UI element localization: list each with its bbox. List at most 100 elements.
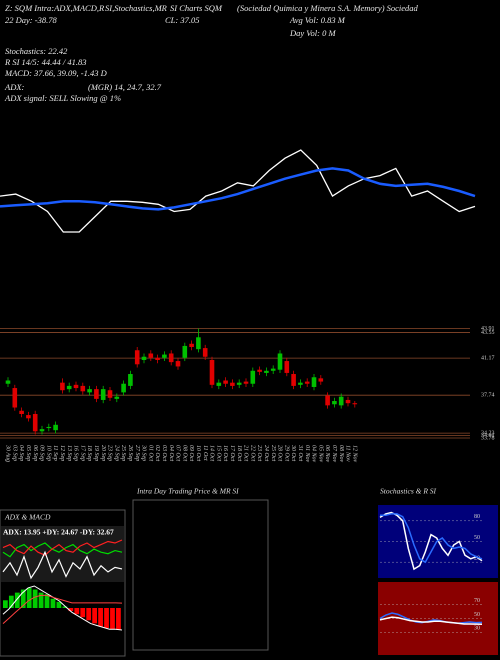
- x-tick-label: 20 Sep: [100, 445, 106, 461]
- series-line: [380, 513, 483, 564]
- series-line: [2, 542, 123, 558]
- candle-body: [32, 413, 38, 432]
- histogram-bar: [74, 608, 80, 615]
- candle-body: [73, 384, 79, 389]
- candle-body: [94, 389, 99, 399]
- x-tick-label: 26 Sep: [127, 445, 133, 461]
- histogram-bar: [116, 608, 121, 630]
- candle-body: [134, 350, 140, 365]
- y-tick-label: 70: [474, 598, 480, 604]
- x-tick-label: 06 Nov: [324, 445, 330, 463]
- header-text: SI Charts SQM: [170, 3, 223, 13]
- candle-body: [168, 353, 174, 363]
- series-line: [379, 612, 483, 625]
- candle-body: [216, 382, 222, 386]
- histogram-bar: [110, 608, 115, 630]
- candle-body: [128, 374, 133, 386]
- panel-title: Stochastics & R SI: [380, 487, 437, 496]
- candle-body: [121, 383, 126, 393]
- x-tick-label: 13 Sep: [66, 445, 72, 461]
- y-tick-label: 50: [474, 535, 480, 541]
- x-tick-label: 12 Sep: [59, 445, 65, 461]
- candle-body: [257, 369, 262, 372]
- histogram-bar: [80, 608, 86, 618]
- x-tick-label: 21 Oct: [243, 445, 249, 461]
- histogram-bar: [98, 608, 103, 627]
- header-text: Stochastics: 22.42: [5, 46, 68, 56]
- candle-body: [209, 359, 215, 385]
- x-tick-label: 11 Oct: [202, 445, 208, 461]
- x-tick-label: 30 Sep: [141, 444, 147, 461]
- candle-body: [196, 337, 201, 350]
- candle-body: [19, 410, 24, 414]
- candle-body: [264, 370, 269, 373]
- x-tick-label: 22 Oct: [249, 445, 255, 461]
- header-text: 22 Day: -38.78: [5, 15, 57, 25]
- x-tick-label: 25 Oct: [270, 445, 276, 461]
- histogram-bar: [68, 608, 74, 612]
- histogram-bar: [14, 592, 20, 608]
- header-text: (MGR) 14, 24.7, 32.7: [88, 82, 162, 92]
- x-tick-label: 24 Sep: [113, 445, 120, 461]
- x-tick-label: 09 Oct: [188, 445, 194, 461]
- adx-area: [1, 526, 124, 582]
- header-text: ADX:: [4, 82, 25, 92]
- x-tick-label: 02 Oct: [154, 445, 160, 461]
- x-tick-label: 18 Sep: [86, 445, 92, 461]
- candle-body: [250, 370, 256, 384]
- candle-body: [26, 415, 31, 419]
- x-tick-label: 23 Sep: [107, 445, 113, 461]
- series-line: [2, 550, 123, 580]
- panel-title: Intra Day Trading Price & MR SI: [136, 487, 239, 496]
- x-tick-label: 01 Oct: [147, 445, 153, 461]
- candle-body: [236, 382, 242, 385]
- candle-body: [114, 396, 120, 399]
- x-tick-label: 31 Oct: [297, 444, 303, 461]
- x-tick-label: 10 Sep: [45, 445, 51, 461]
- x-tick-label: 28 Oct: [277, 445, 283, 461]
- candle-body: [352, 403, 358, 405]
- candle-body: [270, 368, 276, 371]
- header-text: R SI 14/5: 44.44 / 41.83: [4, 57, 86, 67]
- candle-body: [141, 356, 147, 360]
- candle-body: [318, 378, 324, 382]
- x-tick-label: 17 Oct: [229, 445, 235, 461]
- x-tick-label: 18 Oct: [236, 445, 242, 461]
- x-tick-label: 29 Oct: [283, 445, 289, 461]
- x-tick-label: 12 Nov: [351, 445, 357, 463]
- histogram-bar: [3, 600, 8, 608]
- x-tick-label: 30 Oct: [290, 444, 296, 461]
- x-tick-label: 04 Oct: [168, 445, 175, 461]
- x-tick-label: 15 Oct: [215, 445, 221, 461]
- candle-body: [291, 374, 296, 386]
- x-tick-label: 08 Nov: [338, 445, 344, 463]
- x-tick-label: 16 Oct: [222, 445, 228, 461]
- header-text: CL: 37.05: [165, 15, 199, 25]
- candle-body: [12, 388, 18, 408]
- y-tick-label: 30: [474, 626, 480, 632]
- x-tick-label: 03 Oct: [161, 445, 167, 461]
- x-tick-label: 30 Aug: [5, 444, 11, 462]
- candle-body: [107, 390, 113, 398]
- y-tick-label: 34.23: [481, 430, 495, 436]
- histogram-bar: [62, 606, 68, 608]
- candle-body: [5, 380, 11, 384]
- x-tick-label: 11 Sep: [52, 445, 58, 461]
- candle-body: [60, 382, 65, 391]
- x-tick-label: 04 Nov: [311, 445, 318, 463]
- x-tick-label: 17 Sep: [79, 445, 85, 461]
- candle-body: [243, 381, 249, 384]
- candle-body: [100, 389, 106, 400]
- candle-body: [155, 357, 160, 360]
- y-tick-label: 33.78: [481, 435, 495, 441]
- intraday-panel: [132, 499, 269, 651]
- panel-label: ADX: 13.95 +DY: 24.67 -DY: 32.67: [3, 528, 114, 537]
- histogram-bar: [86, 608, 92, 621]
- x-tick-label: 07 Nov: [331, 445, 337, 463]
- x-tick-label: 09 Sep: [39, 445, 45, 461]
- candle-body: [304, 381, 310, 384]
- histogram-bar: [26, 588, 32, 608]
- candle-body: [80, 385, 86, 392]
- header-text: ADX signal: SELL Slowing @ 1%: [4, 93, 121, 103]
